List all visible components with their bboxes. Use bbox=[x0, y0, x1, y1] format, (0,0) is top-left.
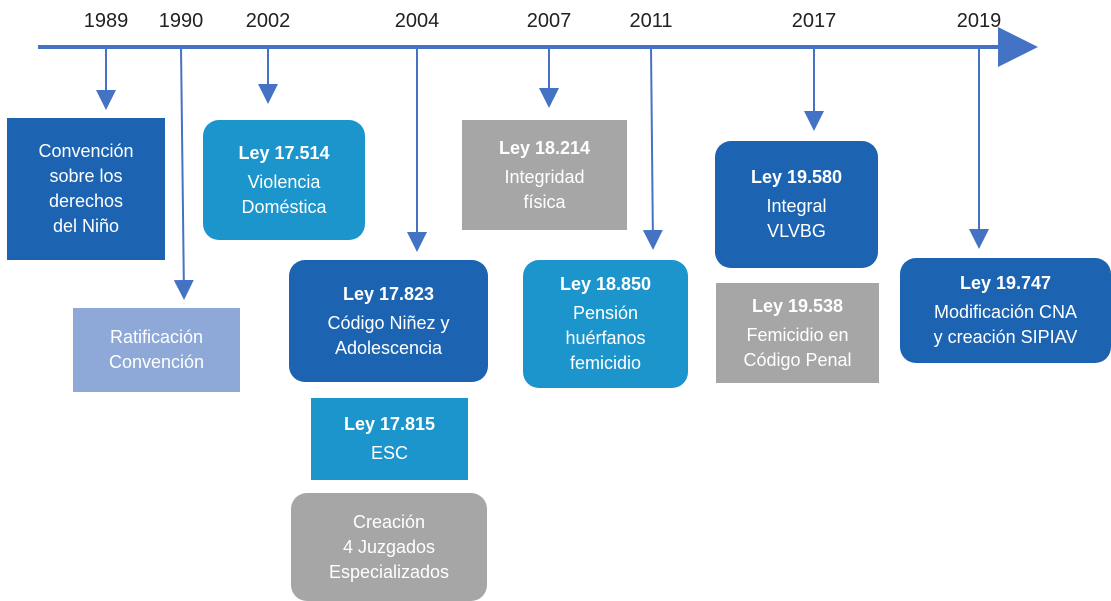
event-box: Convención sobre los derechos del Niño bbox=[7, 118, 165, 260]
box-text: y creación SIPIAV bbox=[933, 327, 1078, 347]
year-label: 2004 bbox=[394, 10, 440, 32]
box-text: Código Penal bbox=[743, 349, 852, 370]
box-text: Modificación CNA bbox=[933, 302, 1078, 322]
year-label: 1990 bbox=[158, 10, 204, 32]
event-box: Ley 19.580 Integral VLVBG bbox=[715, 141, 878, 268]
box-text: Código Niñez y bbox=[327, 312, 450, 333]
box-text: del Niño bbox=[52, 216, 120, 236]
year-label: 2011 bbox=[629, 10, 673, 32]
box-text: Pensión bbox=[572, 303, 639, 323]
year-label: 2017 bbox=[791, 10, 837, 32]
event-box: Ratificación Convención bbox=[73, 308, 240, 392]
box-title: Ley 19.747 bbox=[959, 273, 1052, 293]
arrow bbox=[173, 46, 194, 300]
year-label: 2007 bbox=[526, 10, 572, 32]
box-text: Creación bbox=[352, 511, 426, 532]
box-text: huérfanos bbox=[565, 328, 646, 348]
box-text: Convención bbox=[38, 141, 134, 161]
box-text: derechos bbox=[48, 191, 124, 211]
box-text: Especializados bbox=[328, 561, 450, 582]
box-title: Ley 18.850 bbox=[559, 274, 652, 294]
box-text: 4 Juzgados bbox=[342, 536, 436, 557]
box-title: Ley 19.538 bbox=[751, 295, 844, 316]
box-title: Ley 17.823 bbox=[342, 283, 435, 304]
event-box: Ley 17.514 Violencia Doméstica bbox=[203, 120, 365, 240]
box-text: femicidio bbox=[569, 353, 642, 373]
event-box: Ley 18.850 Pensión huérfanos femicidio bbox=[523, 260, 688, 388]
box-text: ESC bbox=[370, 443, 408, 463]
box-text: Adolescencia bbox=[334, 337, 443, 358]
event-box: Ley 19.747 Modificación CNA y creación SIP… bbox=[900, 258, 1111, 363]
arrow bbox=[642, 46, 663, 250]
box-text: Ratificación bbox=[109, 327, 204, 347]
box-text: Femicidio en bbox=[746, 324, 849, 345]
box-text: Violencia bbox=[247, 171, 321, 192]
box-text: Doméstica bbox=[241, 196, 327, 217]
event-box: Ley 19.538 Femicidio en Código Penal bbox=[716, 283, 879, 383]
event-box: Ley 17.823 Código Niñez y Adolescencia bbox=[289, 260, 488, 382]
year-label: 2019 bbox=[956, 10, 1002, 32]
year-label: 2002 bbox=[245, 10, 291, 32]
box-title: Ley 18.214 bbox=[498, 137, 591, 158]
box-text: VLVBG bbox=[767, 221, 826, 241]
box-text: Integral bbox=[766, 196, 827, 216]
box-text: Integridad bbox=[504, 166, 585, 187]
event-box: Creación 4 Juzgados Especializados bbox=[291, 493, 487, 601]
box-text: Convención bbox=[108, 352, 205, 372]
box-text: física bbox=[523, 191, 566, 212]
box-title: Ley 19.580 bbox=[750, 167, 843, 187]
year-label: 1989 bbox=[83, 10, 129, 32]
box-text: sobre los bbox=[49, 166, 123, 186]
event-box: Ley 18.214 Integridad física bbox=[462, 120, 627, 230]
box-title: Ley 17.815 bbox=[343, 414, 436, 434]
event-box: Ley 17.815 ESC bbox=[311, 398, 468, 480]
box-title: Ley 17.514 bbox=[238, 142, 330, 163]
